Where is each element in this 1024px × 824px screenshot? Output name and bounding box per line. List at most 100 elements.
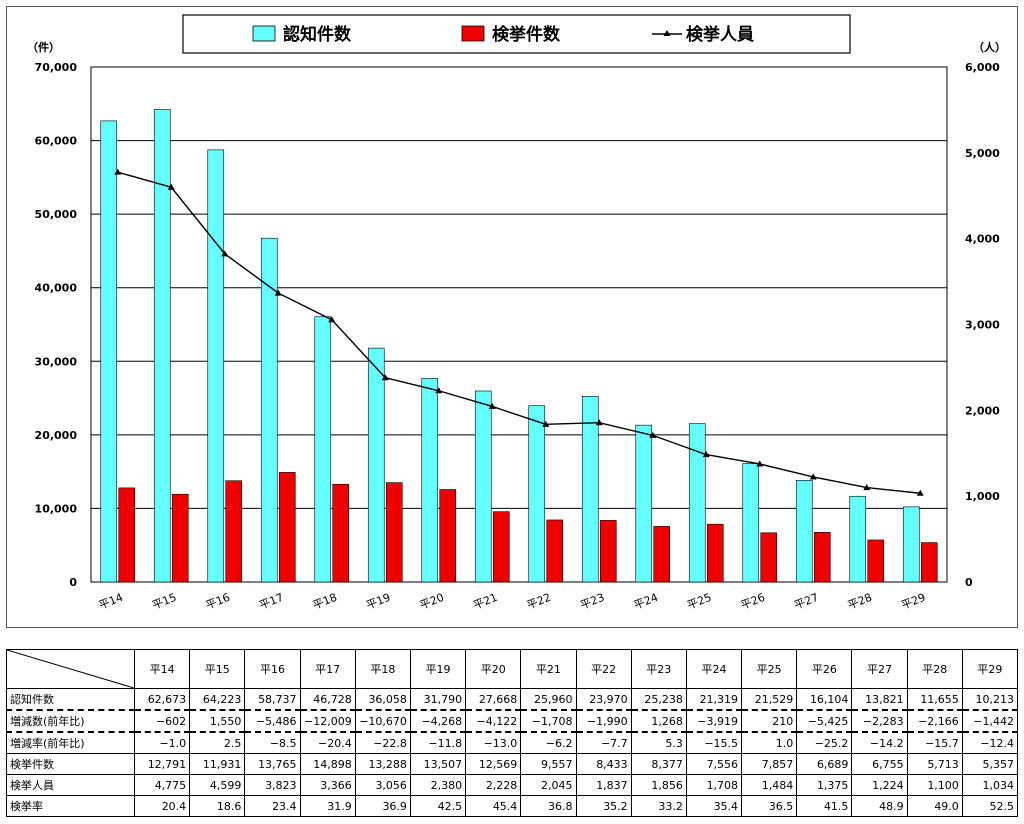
table-cell: 13,765 xyxy=(244,753,301,775)
y-left-tick-label: 20,000 xyxy=(35,429,78,442)
table-cell: −7.7 xyxy=(575,731,632,754)
bar-kenkyo-kensu xyxy=(385,482,403,583)
y-left-tick-label: 60,000 xyxy=(35,135,78,148)
table-cell: 31.9 xyxy=(299,795,356,817)
legend-item-ninchi: 認知件数 xyxy=(252,24,352,45)
table-cell: −12.4 xyxy=(961,731,1019,754)
table-cell: 31,790 xyxy=(409,688,467,711)
table-cell: 1,100 xyxy=(906,774,963,796)
bar-ninchi xyxy=(635,424,653,583)
x-tick-label: 平16 xyxy=(204,591,232,612)
table-cell: 11,655 xyxy=(906,688,963,711)
x-tick-label: 平22 xyxy=(525,591,553,612)
year-header-cell: 平22 xyxy=(575,649,632,689)
y-right-tick-label: 6,000 xyxy=(965,61,1000,74)
table-cell: 210 xyxy=(741,709,798,733)
table-cell: 27,668 xyxy=(465,688,522,711)
line-marker xyxy=(274,289,282,296)
bar-kenkyo-kensu xyxy=(492,511,510,583)
table-cell: −11.8 xyxy=(409,731,467,754)
table-cell: 7,857 xyxy=(741,753,798,775)
y-left-tick-label: 50,000 xyxy=(35,208,78,221)
year-header-cell: 平15 xyxy=(189,649,246,689)
y-right-unit-label: （人） xyxy=(973,40,1006,54)
table-cell: 2.5 xyxy=(189,731,246,754)
bar-kenkyo-kensu xyxy=(599,520,617,583)
table-cell: 23,970 xyxy=(575,688,632,711)
table-cell: 2,228 xyxy=(465,774,522,796)
year-header-cell: 平21 xyxy=(520,649,577,689)
table-cell: −12,009 xyxy=(299,709,356,733)
table-cell: 8,433 xyxy=(575,753,632,775)
table-cell: 16,104 xyxy=(796,688,853,711)
legend: 認知件数 検挙件数 検挙人員 xyxy=(182,14,851,54)
legend-item-kenkyo-jinin: 検挙人員 xyxy=(652,24,754,45)
table-cell: 14,898 xyxy=(299,753,356,775)
line-marker xyxy=(756,460,764,467)
table-row: 認知件数 62,673 64,223 58,737 46,728 36,058 31,790… xyxy=(6,688,1019,711)
table-cell: 1.0 xyxy=(741,731,798,754)
line-marker xyxy=(167,183,175,190)
table-cell: 1,550 xyxy=(189,709,246,733)
table-cell: 2,045 xyxy=(520,774,577,796)
table-cell: −6.2 xyxy=(520,731,577,754)
bar-kenkyo-kensu xyxy=(813,532,831,583)
x-tick-label: 平20 xyxy=(418,591,446,612)
y-left-tick-label: 0 xyxy=(69,576,77,589)
table-cell: −14.2 xyxy=(851,731,908,754)
y-left-tick-label: 40,000 xyxy=(35,282,78,295)
table-cell: −2,166 xyxy=(906,709,963,733)
year-header-cell: 平16 xyxy=(244,649,301,689)
year-header-cell: 平14 xyxy=(133,649,191,689)
table-cell: 36.8 xyxy=(520,795,577,817)
table-cell: 36.5 xyxy=(741,795,798,817)
y-left-tick-label: 30,000 xyxy=(35,355,78,368)
x-tick-label: 平23 xyxy=(578,591,606,612)
y-right-tick-label: 2,000 xyxy=(965,404,1000,417)
line-marker xyxy=(435,387,443,394)
table-cell: 35.2 xyxy=(575,795,632,817)
table-cell: 9,557 xyxy=(520,753,577,775)
x-tick-label: 平19 xyxy=(364,591,392,612)
x-tick-label: 平28 xyxy=(846,591,874,612)
table-cell: 33.2 xyxy=(630,795,687,817)
table-cell: −5,425 xyxy=(796,709,853,733)
table-cell: 6,755 xyxy=(851,753,908,775)
line-marker xyxy=(809,473,817,480)
bar-ninchi xyxy=(367,347,385,583)
bar-ninchi xyxy=(528,405,546,583)
table-cell: 25,238 xyxy=(630,688,687,711)
table-cell: 48.9 xyxy=(851,795,908,817)
line-marker xyxy=(649,431,657,438)
line-marker xyxy=(542,420,550,427)
table-cell: 3,823 xyxy=(244,774,301,796)
table-cell: −25.2 xyxy=(796,731,853,754)
legend-label: 認知件数 xyxy=(283,24,352,45)
table-cell: 3,056 xyxy=(354,774,411,796)
year-header-row: 平14 平15 平16 平17 平18 平19 平20 平21 平22 平23 平24 平25 平26 平… xyxy=(6,649,1019,689)
x-tick-label: 平27 xyxy=(792,591,820,612)
year-header-cell: 平28 xyxy=(906,649,963,689)
data-table-wrap: 平14 平15 平16 平17 平18 平19 平20 平21 平22 平23 平24 平25 平26 平… xyxy=(6,649,1019,817)
y-right-tick-label: 5,000 xyxy=(965,147,1000,160)
line-marker xyxy=(328,316,336,323)
table-cell: 8,377 xyxy=(630,753,687,775)
line-marker xyxy=(381,374,389,381)
table-cell: 6,689 xyxy=(796,753,853,775)
table-cell: 3,366 xyxy=(299,774,356,796)
bar-ninchi xyxy=(314,316,332,583)
table-cell: −1,708 xyxy=(520,709,577,733)
legend-item-kenkyo-kensu: 検挙件数 xyxy=(461,24,561,45)
table-cell: 5,357 xyxy=(961,753,1019,775)
bar-kenkyo-kensu xyxy=(278,472,296,583)
table-cell: −5,486 xyxy=(244,709,301,733)
bar-ninchi xyxy=(153,109,171,583)
table-cell: 25,960 xyxy=(520,688,577,711)
y-right-tick-label: 4,000 xyxy=(965,233,1000,246)
bar-kenkyo-kensu xyxy=(225,480,243,583)
bar-ninchi xyxy=(742,463,760,583)
line-marker xyxy=(863,484,871,491)
bar-ninchi xyxy=(581,396,599,583)
table-cell: −13.0 xyxy=(465,731,522,754)
line-marker xyxy=(916,489,924,496)
